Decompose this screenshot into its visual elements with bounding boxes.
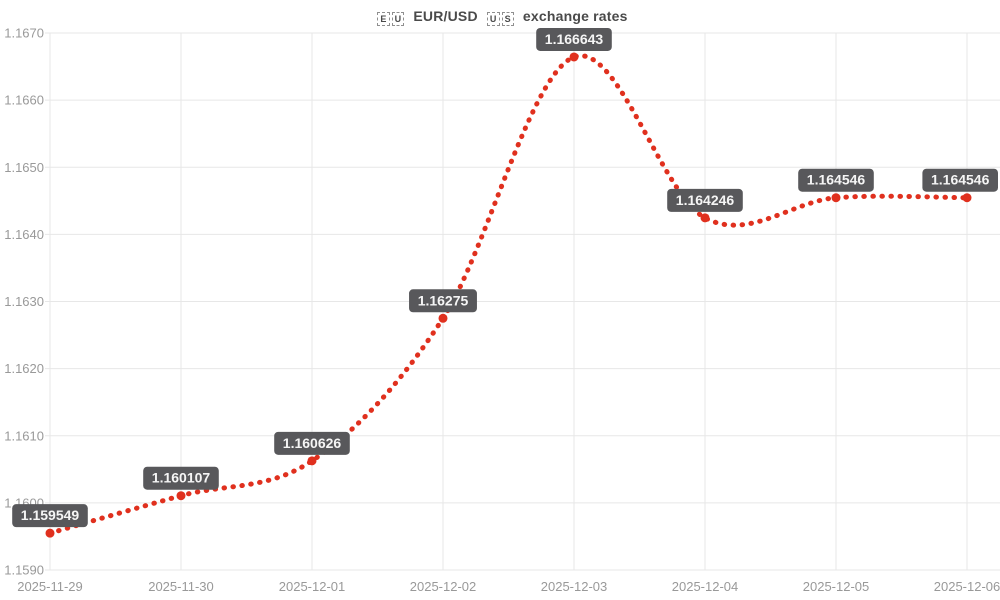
data-point-label: 1.164246 (676, 192, 735, 208)
data-point-label: 1.164546 (931, 172, 990, 188)
data-point (176, 491, 186, 501)
data-point (700, 213, 710, 223)
y-axis-tick-label: 1.1670 (4, 26, 44, 41)
data-point-label-box (409, 289, 477, 313)
data-point-label-box (274, 431, 350, 455)
data-point (569, 52, 579, 62)
data-point-label-box (12, 504, 88, 528)
data-point-label: 1.159549 (21, 507, 80, 523)
y-axis-tick-label: 1.1640 (4, 227, 44, 242)
data-point-label-box (536, 27, 612, 51)
y-axis-tick-label: 1.1630 (4, 294, 44, 309)
x-axis-tick-label: 2025-12-02 (410, 579, 477, 594)
data-point-label-box (667, 188, 743, 212)
chart-title-pair: EUR/USD (413, 8, 478, 24)
data-point-label-box (922, 168, 998, 192)
y-axis-tick-label: 1.1610 (4, 428, 44, 443)
flag-letter: E (377, 11, 390, 26)
y-axis-tick-label: 1.1620 (4, 361, 44, 376)
x-axis-tick-label: 2025-12-05 (803, 579, 870, 594)
data-point (307, 456, 317, 466)
y-axis-tick-label: 1.1650 (4, 160, 44, 175)
data-point-label-box (143, 466, 219, 490)
x-axis-tick-label: 2025-11-29 (17, 579, 83, 594)
data-point-label: 1.16275 (418, 292, 469, 308)
chart-title-suffix: exchange rates (522, 8, 628, 24)
data-point (962, 193, 972, 203)
data-point-label: 1.160107 (152, 470, 211, 486)
data-point-label-box (798, 168, 874, 192)
data-point (831, 193, 841, 203)
data-point-label: 1.164546 (807, 172, 866, 188)
y-axis-tick-label: 1.1660 (4, 93, 44, 108)
x-axis-tick-label: 2025-12-03 (541, 579, 608, 594)
flag-letter: S (501, 11, 514, 26)
x-axis-tick-label: 2025-12-04 (672, 579, 739, 594)
flag-letter: U (486, 11, 500, 26)
data-point-label: 1.160626 (283, 435, 342, 451)
x-axis-tick-label: 2025-12-06 (934, 579, 1000, 594)
data-point-label: 1.166643 (545, 31, 604, 47)
x-axis-tick-label: 2025-11-30 (148, 579, 214, 594)
x-axis-tick-label: 2025-12-01 (279, 579, 346, 594)
data-point (438, 313, 448, 323)
data-point (45, 528, 55, 538)
series-line (47, 53, 970, 536)
y-axis-tick-label: 1.1590 (4, 563, 44, 578)
flag-letter: U (391, 11, 405, 26)
